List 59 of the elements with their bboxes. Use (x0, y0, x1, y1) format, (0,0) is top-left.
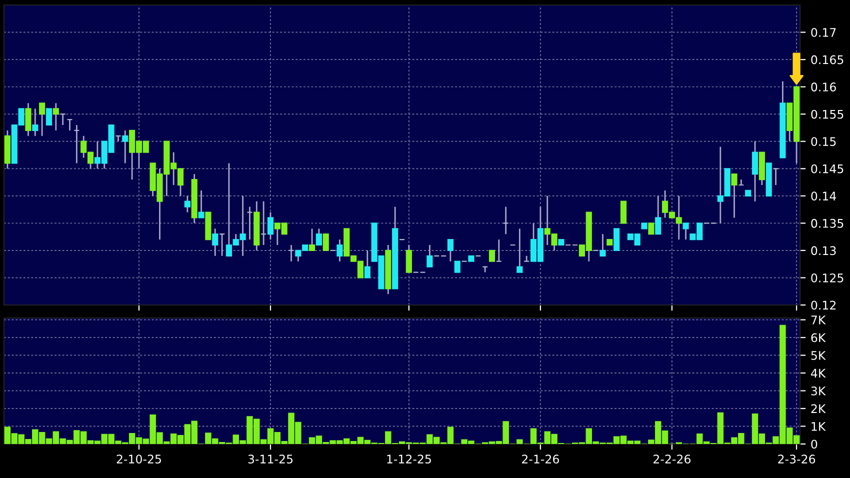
y-tick-label: 0.135 (811, 218, 844, 228)
candlestick (614, 228, 620, 252)
candlestick (32, 108, 38, 137)
candlestick (316, 228, 322, 246)
candlestick (772, 168, 779, 186)
y-tick-label: 7K (811, 316, 826, 324)
candlestick (198, 190, 204, 218)
y-tick-label: 1K (812, 422, 826, 431)
x-tick-label: 2-2-26 (654, 454, 690, 464)
candlestick (447, 238, 454, 262)
candlestick (364, 250, 370, 278)
y-tick-label: 5K (811, 351, 826, 360)
candlestick (516, 228, 523, 273)
y-tick-label: 0 (811, 440, 818, 449)
candlestick (502, 206, 509, 235)
candlestick (246, 206, 253, 240)
candlestick (648, 222, 654, 235)
candlestick (66, 118, 73, 132)
candlestick (74, 124, 80, 164)
candlestick (60, 113, 66, 126)
y-tick-label: 0.15 (811, 137, 836, 146)
candlestick (260, 200, 267, 246)
y-tick-label: 2K (811, 404, 826, 413)
x-tick-label: 1-12-25 (387, 454, 431, 464)
candlestick (496, 238, 502, 262)
candlestick (218, 233, 226, 257)
y-tick-label: 0.165 (811, 55, 844, 64)
y-tick-label: 6K (811, 333, 826, 342)
candlestick (288, 244, 294, 262)
x-tick-label: 3-11-25 (248, 454, 292, 464)
y-tick-label: 0.16 (811, 82, 836, 92)
candlestick (682, 222, 689, 240)
x-tick-label: 2-3-26 (778, 454, 816, 464)
y-tick-label: 0.14 (811, 192, 836, 201)
candlestick (322, 234, 329, 252)
y-tick-label: 0.145 (811, 164, 844, 174)
candlestick (488, 250, 496, 262)
candlestick (752, 140, 758, 202)
x-tick-label: 2-10-25 (116, 454, 161, 464)
candlestick (482, 266, 488, 273)
y-tick-label: 0.12 (811, 300, 836, 310)
y-tick-label: 0.125 (811, 273, 844, 282)
y-tick-label: 0.155 (811, 110, 844, 119)
candlestick (454, 260, 460, 273)
y-tick-label: 4K (810, 368, 826, 378)
y-tick-label: 0.17 (811, 28, 836, 37)
candlestick (738, 178, 744, 186)
y-tick-label: 3K (811, 386, 826, 396)
y-tick-label: 0.13 (811, 246, 836, 256)
x-tick-label: 2-1-26 (522, 454, 559, 464)
candlestick (25, 102, 32, 137)
candlestick (184, 195, 190, 213)
candlestick (308, 228, 316, 252)
candlestick (39, 102, 46, 137)
candlestick (115, 135, 122, 142)
candlestick (655, 195, 662, 235)
candlestick (46, 108, 52, 126)
candlestick (524, 255, 530, 262)
candlestick (620, 200, 627, 224)
